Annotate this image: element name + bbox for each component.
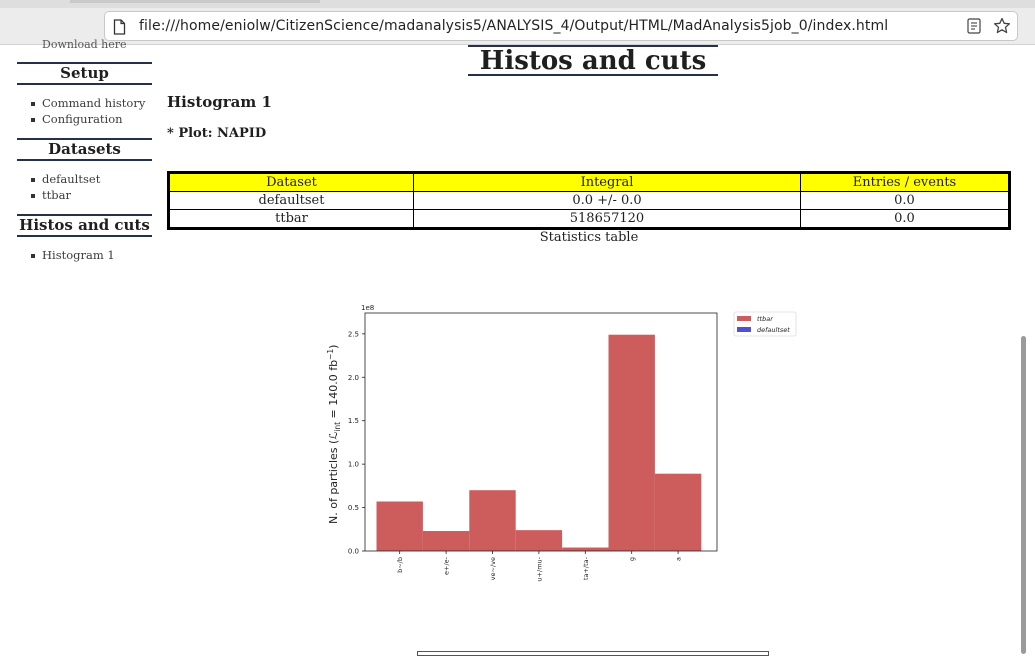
table-header-row: Dataset Integral Entries / events — [168, 172, 1010, 192]
sidebar-heading-setup: Setup — [17, 62, 152, 85]
sidebar-download-link[interactable]: Download here — [42, 38, 127, 51]
tab-strip — [0, 0, 1035, 8]
table-cell: 0.0 +/- 0.0 — [413, 191, 801, 210]
bar-ttbar — [515, 530, 563, 551]
table-header-cell: Integral — [413, 172, 801, 192]
sidebar-item-command-history[interactable]: Command history — [30, 96, 145, 112]
table-row: defaultset 0.0 +/- 0.0 0.0 — [168, 191, 1010, 210]
y-axis-label-tail: = 140.0 fb — [327, 360, 340, 422]
table-cell: defaultset — [168, 191, 414, 210]
y-tick-label: 1.5 — [348, 417, 359, 425]
bar-ttbar — [654, 473, 702, 551]
reader-view-icon[interactable] — [967, 18, 981, 38]
legend-swatch-ttbar — [737, 316, 751, 321]
table-cell: 518657120 — [413, 209, 801, 229]
legend-label-ttbar: ttbar — [757, 315, 774, 323]
table-header-cell: Dataset — [168, 172, 414, 192]
bar-ttbar — [562, 547, 609, 551]
table-cell: 0.0 — [800, 191, 1010, 210]
bar-ttbar — [376, 501, 423, 551]
table-row: ttbar 518657120 0.0 — [168, 209, 1010, 229]
histogram-title: Histogram 1 — [167, 93, 272, 111]
bookmark-star-icon[interactable] — [993, 17, 1011, 39]
url-bar[interactable]: file:///home/eniolw/CitizenScience/madan… — [104, 11, 1018, 41]
page-title: Histos and cuts — [468, 45, 718, 76]
histogram-chart: 0.0 0.5 1.0 1.5 2.0 2.5 b~/b e+/e-ve~/ve u+/mu-… — [326, 304, 797, 582]
bar-ttbar — [422, 531, 470, 551]
x-tick-label: b~/b — [396, 557, 404, 573]
table-cell: ttbar — [168, 209, 414, 229]
statistics-table: Dataset Integral Entries / events defaul… — [167, 171, 1011, 230]
chart-legend: ttbar defaultset — [733, 311, 797, 337]
sidebar-item-defaultset[interactable]: defaultset — [30, 172, 100, 188]
y-axis-label-sub: int — [333, 422, 342, 432]
sidebar: Download here Setup Command history Conf… — [0, 38, 160, 658]
bar-ttbar — [469, 490, 516, 551]
x-tick-label: a — [675, 557, 683, 561]
x-tick-label: u+/mu- — [535, 556, 543, 581]
plot-frame — [364, 312, 718, 552]
sidebar-list-datasets: defaultset ttbar — [30, 172, 100, 203]
y-tick-label: 2.0 — [348, 374, 359, 382]
sidebar-item-histogram-1[interactable]: Histogram 1 — [30, 248, 115, 264]
sidebar-heading-histos: Histos and cuts — [17, 214, 152, 237]
browser-toolbar: file:///home/eniolw/CitizenScience/madan… — [0, 8, 1035, 45]
table-cell: 0.0 — [800, 209, 1010, 229]
legend-label-defaultset: defaultset — [757, 326, 790, 334]
y-tick-label: 0.5 — [348, 504, 359, 512]
y-axis-label-close: ) — [327, 345, 340, 349]
scrollbar-thumb[interactable] — [1021, 336, 1026, 654]
bottom-scroll-element[interactable] — [417, 651, 769, 656]
plot-label: * Plot: NAPID — [167, 126, 267, 141]
axis-offset-label: 1e8 — [361, 304, 374, 312]
y-axis-label: N. of particles (ℒint = 140.0 fb−1) — [326, 345, 342, 524]
bar-ttbar — [608, 334, 655, 551]
table-caption: Statistics table — [539, 230, 639, 245]
browser-tab[interactable] — [70, 0, 320, 3]
y-tick-label: 1.0 — [348, 461, 359, 469]
y-tick-label: 0.0 — [348, 548, 359, 556]
sidebar-list-histos: Histogram 1 — [30, 248, 115, 264]
y-tick-label: 2.5 — [348, 330, 359, 338]
x-tick-label: g — [628, 557, 636, 561]
sidebar-item-configuration[interactable]: Configuration — [30, 112, 145, 128]
x-tick-label: ta+/ta- — [582, 556, 590, 580]
sidebar-list-setup: Command history Configuration — [30, 96, 145, 127]
page-icon — [113, 19, 126, 39]
legend-swatch-defaultset — [737, 327, 751, 332]
y-axis-label-sup: −1 — [326, 349, 335, 360]
sidebar-item-ttbar[interactable]: ttbar — [30, 188, 100, 204]
table-header-cell: Entries / events — [800, 172, 1010, 192]
x-tick-label: ve~/ve — [489, 557, 497, 580]
sidebar-heading-datasets: Datasets — [17, 138, 152, 161]
y-axis-label-main: N. of particles (ℒ — [327, 432, 340, 524]
x-tick-label: e+/e- — [443, 556, 451, 575]
url-text[interactable]: file:///home/eniolw/CitizenScience/madan… — [139, 18, 889, 34]
